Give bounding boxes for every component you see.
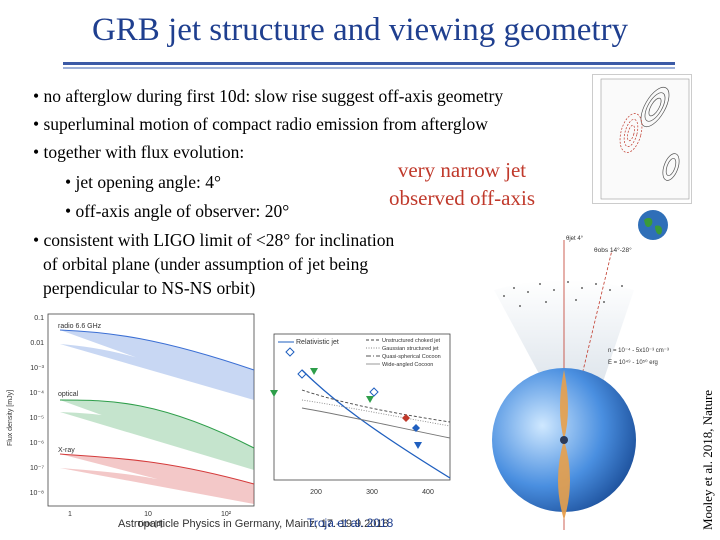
energy-label: E = 10⁴⁹ - 10⁵⁰ erg [608, 359, 658, 366]
left-ytick-1: 0.01 [30, 340, 44, 347]
contour-grey [640, 86, 680, 181]
cocoon-curve [301, 407, 451, 439]
left-xtick-0: 1 [68, 511, 72, 518]
legend-item-3: Quasi-spherical Cocoon [382, 354, 441, 360]
model-data-points [270, 347, 422, 449]
band-label-1: optical [58, 391, 79, 398]
left-ytick-6: 10⁻⁷ [30, 465, 44, 472]
vertical-credit: Mooley et al. 2018, Nature [700, 389, 715, 530]
contour-red [619, 113, 643, 153]
jet-lower [558, 440, 570, 520]
jet-angle-label: θjet 4° [566, 236, 584, 242]
density-label: n = 10⁻⁴ - 5x10⁻³ cm⁻³ [608, 347, 669, 354]
left-xtick-1: 10 [144, 511, 152, 518]
title-underline-secondary [63, 67, 675, 69]
band-line-2 [59, 453, 255, 485]
jet-schematic: θjet 4° θobs 14°-28° n = 10⁻⁴ - 5x10⁻³ c… [492, 236, 669, 530]
earth-icon [636, 208, 670, 242]
band-fill-2 [60, 454, 254, 504]
jet-geometry-schematic: θjet 4° θobs 14°-28° n = 10⁻⁴ - 5x10⁻³ c… [484, 230, 696, 532]
model-legend: Relativistic jet Unstructured choked jet… [278, 338, 441, 368]
contour-plot [600, 78, 690, 200]
superluminal-motion-figure [592, 74, 692, 204]
band-label-0: radio 6.6 GHz [58, 323, 102, 330]
bullet-offaxis-angle: • off-axis angle of observer: 20° [65, 201, 290, 221]
mid-xtick-1: 300 [366, 489, 378, 496]
jet-upper [560, 370, 568, 440]
cocoon-particles [503, 281, 623, 307]
band-line-0 [59, 329, 255, 371]
title-underline [63, 62, 675, 65]
left-xlabel: Time [d] [137, 521, 162, 528]
model-plot: Relativistic jet Unstructured choked jet… [270, 333, 451, 496]
left-ytick-3: 10⁻⁴ [30, 390, 45, 397]
emphasis-narrow-jet: very narrow jet [397, 158, 527, 182]
mid-xtick-2: 400 [422, 489, 434, 496]
relativistic-jet-curve [301, 369, 451, 479]
left-ytick-4: 10⁻⁵ [30, 415, 44, 422]
slide-title: GRB jet structure and viewing geometry [91, 12, 629, 48]
legend-item-0: Relativistic jet [296, 339, 339, 346]
legend-item-1: Unstructured choked jet [382, 338, 441, 344]
band-line-1 [59, 399, 255, 449]
footer-conference: Astroparticle Physics in Germany, Mainz,… [118, 518, 389, 530]
central-engine [560, 436, 568, 444]
left-ytick-0: 0.1 [34, 315, 44, 322]
model-comparison-figure: Relativistic jet Unstructured choked jet… [262, 330, 454, 498]
bullet-superluminal: • superluminal motion of compact radio e… [33, 114, 488, 134]
lightcurve-plot: radio 6.6 GHz optical X-ray 0.1 0.01 10⁻³ 10⁻… [7, 313, 255, 528]
bullet-ligo-limit: • consistent with LIGO limit of <28° for… [33, 230, 395, 250]
bullet-ligo-cont-1: of orbital plane (under assumption of je… [43, 254, 369, 274]
observer-line [563, 249, 613, 451]
choked-jet-curve [301, 389, 451, 423]
mid-xtick-0: 200 [310, 489, 322, 496]
bullet-no-afterglow: • no afterglow during first 10d: slow ri… [33, 86, 504, 106]
left-ytick-2: 10⁻³ [30, 365, 44, 372]
left-ylabel: Flux density [mJy] [7, 390, 14, 446]
bullet-flux-evolution: • together with flux evolution: [33, 142, 245, 162]
band-fill-1 [60, 400, 254, 470]
emphasis-off-axis: observed off-axis [389, 186, 535, 210]
bullet-ligo-cont-2: perpendicular to NS-NS orbit) [43, 278, 256, 298]
gaussian-jet-curve [301, 399, 451, 427]
legend-item-2: Gaussian structured jet [382, 346, 439, 352]
bullet-opening-angle: • jet opening angle: 4° [65, 172, 222, 192]
left-xtick-2: 10² [221, 511, 232, 518]
band-fill-0 [60, 330, 254, 400]
multiband-lightcurve-figure: radio 6.6 GHz optical X-ray 0.1 0.01 10⁻³ 10⁻… [0, 308, 258, 530]
obs-angle-label: θobs 14°-28° [594, 246, 632, 254]
left-ytick-5: 10⁻⁶ [30, 440, 44, 447]
left-ytick-7: 10⁻⁸ [30, 490, 44, 497]
band-label-2: X-ray [58, 447, 75, 454]
footer-citation: Troja et al. 2018 [307, 516, 394, 530]
legend-item-4: Wide-angled Cocoon [382, 362, 433, 368]
